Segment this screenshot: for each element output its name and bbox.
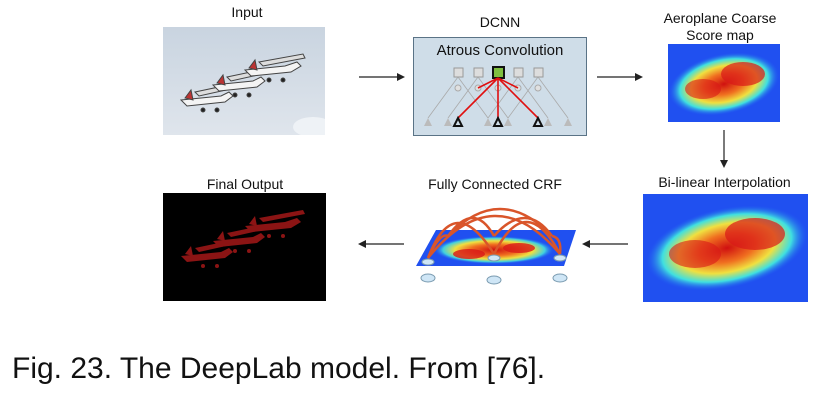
dcnn-label: DCNN <box>479 14 521 30</box>
coarse-score-label-line1: Aeroplane Coarse <box>663 10 777 26</box>
arrow-dcnn-to-coarse <box>595 70 645 84</box>
coarse-score-map <box>668 44 780 122</box>
arrow-coarse-to-bilinear <box>717 128 731 170</box>
final-output-label: Final Output <box>206 176 284 192</box>
bilinear-score-map <box>643 194 808 302</box>
coarse-score-label-line2: Score map <box>686 27 754 43</box>
input-image <box>163 27 325 135</box>
atrous-convolution-label: Atrous Convolution <box>436 42 564 59</box>
arrow-input-to-dcnn <box>357 70 407 84</box>
crf-graphic <box>414 196 576 290</box>
final-output-image <box>163 193 326 301</box>
dcnn-box: Atrous Convolution <box>413 37 587 136</box>
airplane-icon <box>179 53 306 113</box>
input-label: Input <box>231 4 263 20</box>
crf-label: Fully Connected CRF <box>428 176 562 192</box>
arrow-crf-to-final <box>356 237 406 251</box>
arrow-bilinear-to-crf <box>580 237 630 251</box>
figure-caption: Fig. 23. The DeepLab model. From [76]. <box>12 352 546 385</box>
bilinear-label: Bi-linear Interpolation <box>658 174 791 190</box>
